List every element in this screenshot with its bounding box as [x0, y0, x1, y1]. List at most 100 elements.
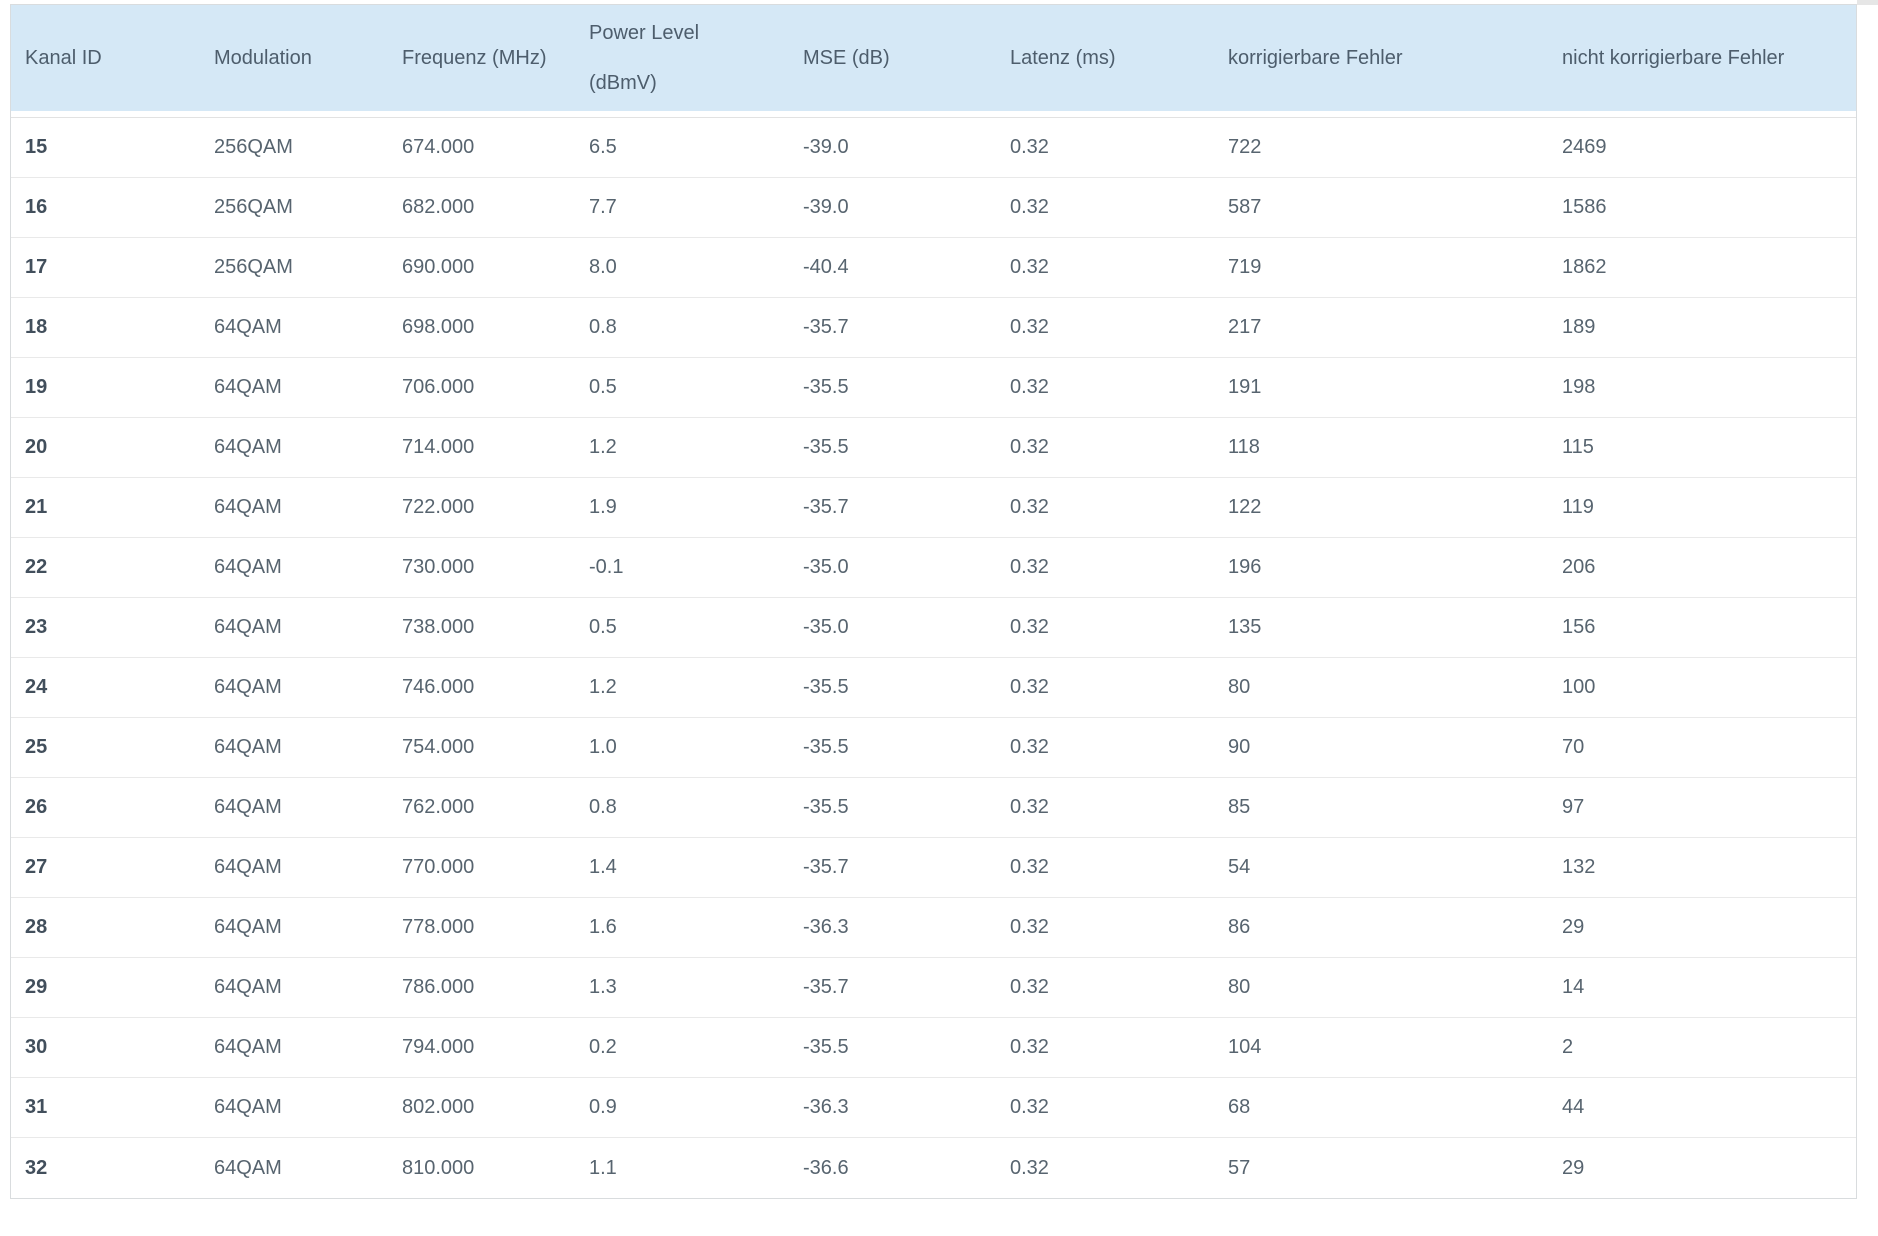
cell-power-level: -0.1: [589, 556, 624, 578]
cell-korrigierbare-fehler: 68: [1228, 1096, 1251, 1118]
cell-nicht-korrigierbare-fehler: 198: [1562, 376, 1596, 398]
cell-kanal-id: 29: [25, 976, 48, 998]
cell-power-level: 1.9: [589, 496, 617, 518]
cell-frequenz: 738.000: [402, 616, 475, 638]
cell-mse: -35.7: [803, 496, 849, 518]
cell-kanal-id: 27: [25, 856, 48, 878]
cell-modulation: 64QAM: [214, 856, 282, 878]
cell-nicht-korrigierbare-fehler: 156: [1562, 616, 1596, 638]
cell-power-level: 0.2: [589, 1036, 617, 1058]
cell-mse: -35.5: [803, 676, 849, 698]
cell-nicht-korrigierbare-fehler: 70: [1562, 736, 1585, 758]
cell-latenz: 0.32: [1010, 1156, 1049, 1179]
cell-latenz: 0.32: [1010, 616, 1049, 638]
cell-power-level: 1.4: [589, 856, 617, 878]
cell-mse: -35.0: [803, 616, 849, 638]
cell-modulation: 64QAM: [214, 496, 282, 518]
cell-kanal-id: 25: [25, 736, 48, 758]
table-row: 25 64QAM 754.000 1.0 -35.5 0.32 90 70: [11, 718, 1856, 778]
cell-kanal-id: 21: [25, 496, 48, 518]
cell-latenz: 0.32: [1010, 1096, 1049, 1118]
cell-kanal-id: 32: [25, 1156, 48, 1179]
cell-latenz: 0.32: [1010, 976, 1049, 998]
table-row: 29 64QAM 786.000 1.3 -35.7 0.32 80 14: [11, 958, 1856, 1018]
cell-frequenz: 778.000: [402, 916, 475, 938]
cell-kanal-id: 26: [25, 796, 48, 818]
cell-frequenz: 690.000: [402, 256, 475, 278]
cell-modulation: 64QAM: [214, 376, 282, 398]
column-header-nicht-korrigierbare-fehler: nicht korrigierbare Fehler: [1562, 47, 1785, 69]
table-body: 15 256QAM 674.000 6.5 -39.0 0.32 722 2469 16 256Q…: [11, 117, 1856, 1198]
cell-nicht-korrigierbare-fehler: 2: [1562, 1036, 1574, 1058]
cell-kanal-id: 28: [25, 916, 48, 938]
table-row: 26 64QAM 762.000 0.8 -35.5 0.32 85 97: [11, 778, 1856, 838]
cell-mse: -35.5: [803, 796, 849, 818]
cell-modulation: 64QAM: [214, 1096, 282, 1118]
cell-korrigierbare-fehler: 196: [1228, 556, 1262, 578]
cell-latenz: 0.32: [1010, 496, 1049, 518]
table-row: 30 64QAM 794.000 0.2 -35.5 0.32 104 2: [11, 1018, 1856, 1078]
column-header-power-level-line1: Power Level: [589, 22, 700, 44]
cell-modulation: 256QAM: [214, 256, 293, 278]
table-row: 22 64QAM 730.000 -0.1 -35.0 0.32 196 206: [11, 538, 1856, 598]
column-header-mse: MSE (dB): [803, 47, 890, 69]
cell-latenz: 0.32: [1010, 916, 1049, 938]
cell-nicht-korrigierbare-fehler: 189: [1562, 316, 1596, 338]
cell-modulation: 256QAM: [214, 136, 293, 158]
table-row: 16 256QAM 682.000 7.7 -39.0 0.32 587 1586: [11, 178, 1856, 238]
cell-korrigierbare-fehler: 719: [1228, 256, 1262, 278]
table-row: 32 64QAM 810.000 1.1 -36.6 0.32 57 29: [11, 1138, 1856, 1198]
table-row: 27 64QAM 770.000 1.4 -35.7 0.32 54 132: [11, 838, 1856, 898]
cell-korrigierbare-fehler: 217: [1228, 316, 1262, 338]
cell-korrigierbare-fehler: 80: [1228, 976, 1251, 998]
cell-kanal-id: 20: [25, 436, 48, 458]
cell-frequenz: 722.000: [402, 496, 475, 518]
cell-korrigierbare-fehler: 54: [1228, 856, 1251, 878]
cell-power-level: 0.5: [589, 616, 617, 638]
cell-nicht-korrigierbare-fehler: 119: [1562, 496, 1594, 518]
cell-korrigierbare-fehler: 191: [1228, 376, 1262, 398]
cell-power-level: 0.8: [589, 316, 617, 338]
cell-power-level: 1.1: [589, 1156, 617, 1179]
cell-modulation: 64QAM: [214, 556, 282, 578]
cell-korrigierbare-fehler: 80: [1228, 676, 1251, 698]
cell-mse: -35.5: [803, 376, 849, 398]
cell-power-level: 1.3: [589, 976, 617, 998]
cell-korrigierbare-fehler: 104: [1228, 1036, 1262, 1058]
cell-power-level: 7.7: [589, 196, 617, 218]
scrollbar-top-corner: [1857, 0, 1878, 5]
cell-korrigierbare-fehler: 86: [1228, 916, 1251, 938]
cell-kanal-id: 31: [25, 1096, 48, 1118]
cell-modulation: 64QAM: [214, 976, 282, 998]
cell-mse: -36.3: [803, 916, 849, 938]
cell-frequenz: 706.000: [402, 376, 475, 398]
table-row: 15 256QAM 674.000 6.5 -39.0 0.32 722 2469: [11, 118, 1856, 178]
cell-korrigierbare-fehler: 57: [1228, 1156, 1251, 1179]
cell-nicht-korrigierbare-fehler: 14: [1562, 976, 1585, 998]
cell-latenz: 0.32: [1010, 136, 1049, 158]
cell-frequenz: 786.000: [402, 976, 475, 998]
cell-frequenz: 794.000: [402, 1036, 475, 1058]
cell-nicht-korrigierbare-fehler: 206: [1562, 556, 1596, 578]
column-header-power-level-line2: (dBmV): [589, 72, 657, 94]
cell-mse: -40.4: [803, 256, 849, 278]
cell-modulation: 64QAM: [214, 736, 282, 758]
cell-power-level: 1.2: [589, 436, 617, 458]
column-header-latenz: Latenz (ms): [1010, 47, 1116, 69]
cell-korrigierbare-fehler: 90: [1228, 736, 1251, 758]
cell-modulation: 256QAM: [214, 196, 293, 218]
cell-modulation: 64QAM: [214, 616, 282, 638]
table-row: 21 64QAM 722.000 1.9 -35.7 0.32 122 119: [11, 478, 1856, 538]
cell-latenz: 0.32: [1010, 556, 1049, 578]
cell-mse: -35.5: [803, 1036, 849, 1058]
cell-nicht-korrigierbare-fehler: 132: [1562, 856, 1596, 878]
cell-mse: -35.7: [803, 976, 849, 998]
cell-nicht-korrigierbare-fehler: 44: [1562, 1096, 1585, 1118]
table-row: 19 64QAM 706.000 0.5 -35.5 0.32 191 198: [11, 358, 1856, 418]
cell-power-level: 1.0: [589, 736, 617, 758]
column-header-korrigierbare-fehler: korrigierbare Fehler: [1228, 47, 1403, 69]
table-row: 31 64QAM 802.000 0.9 -36.3 0.32 68 44: [11, 1078, 1856, 1138]
cell-korrigierbare-fehler: 587: [1228, 196, 1262, 218]
cell-latenz: 0.32: [1010, 436, 1049, 458]
cell-modulation: 64QAM: [214, 1156, 282, 1179]
